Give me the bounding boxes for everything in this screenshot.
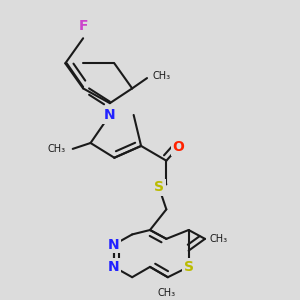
Text: S: S	[154, 180, 164, 194]
Text: S: S	[184, 260, 194, 274]
Text: CH₃: CH₃	[153, 71, 171, 81]
Text: CH₃: CH₃	[157, 288, 176, 298]
Text: N: N	[108, 260, 120, 274]
Text: O: O	[172, 140, 184, 154]
Text: CH₃: CH₃	[47, 145, 65, 154]
Text: F: F	[78, 20, 88, 34]
Text: CH₃: CH₃	[209, 234, 228, 244]
Text: N: N	[104, 108, 116, 122]
Text: N: N	[108, 238, 120, 252]
